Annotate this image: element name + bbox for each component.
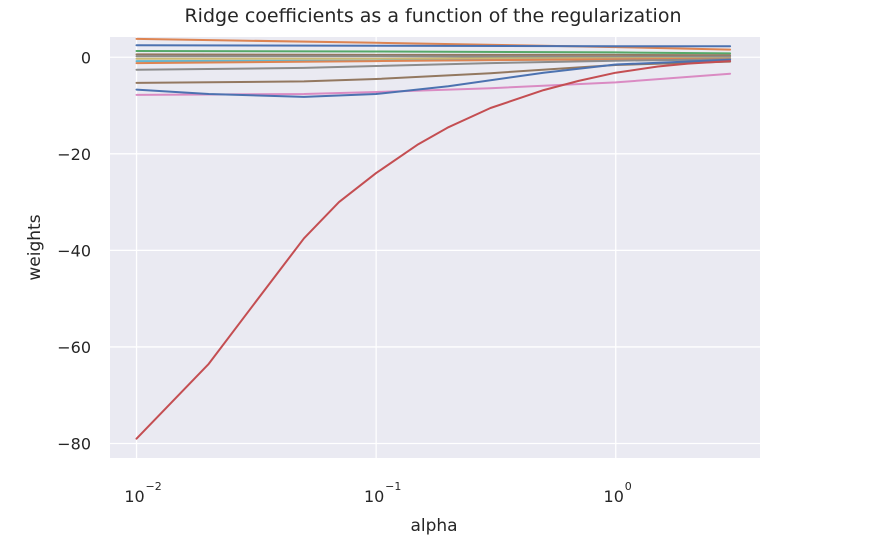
- plot-area: [110, 37, 760, 458]
- y-tick-label: −80: [57, 435, 91, 454]
- series-line-5: [135, 55, 732, 58]
- x-tick-label: 10−1: [364, 480, 401, 506]
- y-axis-label: weights: [25, 214, 45, 280]
- series-line-12: [135, 58, 732, 98]
- series-line-3: [135, 50, 732, 55]
- x-tick-exponent: 0: [625, 480, 632, 493]
- chart-title: Ridge coefficients as a function of the …: [184, 5, 681, 27]
- x-tick-label: 100: [604, 480, 632, 506]
- x-tick-base: 10: [364, 487, 384, 506]
- series-line-13: [135, 60, 732, 440]
- x-tick-base: 10: [604, 487, 624, 506]
- y-tick-labels: 0 −20 −40 −60 −80: [57, 48, 91, 453]
- series-line-4: [135, 53, 732, 57]
- x-tick-exponent: −2: [146, 480, 162, 493]
- series-line-8: [135, 57, 732, 65]
- x-tick-exponent: −1: [385, 480, 401, 493]
- series-line-9: [135, 58, 732, 71]
- series-line-2: [135, 44, 732, 48]
- series-lines: [135, 37, 732, 440]
- y-tick-label: −60: [57, 338, 91, 357]
- x-axis-label: alpha: [410, 516, 457, 536]
- y-tick-label: 0: [81, 48, 91, 67]
- series-line-11: [135, 72, 732, 96]
- x-tick-label: 10−2: [124, 480, 161, 506]
- y-tick-label: −20: [57, 145, 91, 164]
- x-tick-base: 10: [124, 487, 144, 506]
- y-tick-label: −40: [57, 241, 91, 260]
